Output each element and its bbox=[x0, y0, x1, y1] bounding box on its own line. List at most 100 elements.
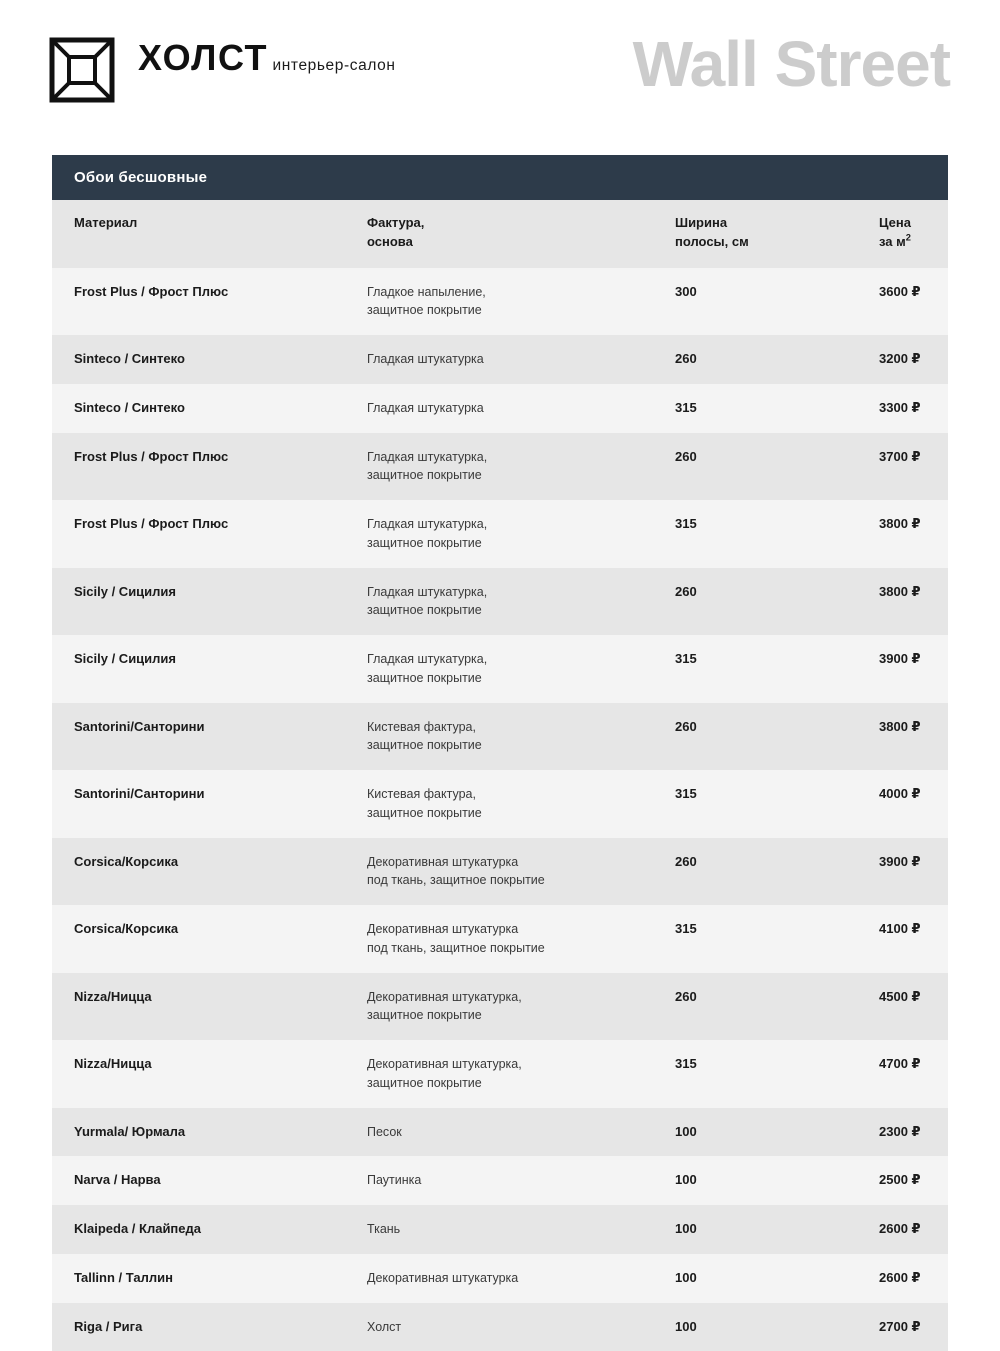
cell-texture-line1: Гладкое напыление, bbox=[367, 284, 486, 299]
cell-width: 100 bbox=[675, 1318, 697, 1334]
table-header-row: Материал Фактура, основа Ширина полосы, … bbox=[52, 200, 948, 268]
cell-width: 260 bbox=[675, 853, 697, 869]
cell-material: Frost Plus / Фрост Плюс bbox=[74, 516, 229, 532]
cell-texture: Декоративная штукатурка, защитное покрыти… bbox=[367, 988, 675, 1026]
cell-texture: Гладкая штукатурка, защитное покрытие bbox=[367, 448, 675, 486]
cell-material: Riga / Рига bbox=[74, 1318, 143, 1334]
cell-texture-line2: защитное покрытие bbox=[367, 805, 482, 820]
table-row: Nizza/Ницца Декоративная штукатурка, защит… bbox=[52, 1040, 948, 1108]
table-body: Frost Plus / Фрост Плюс Гладкое напыление… bbox=[52, 267, 948, 1351]
brand-lockup: ХОЛСТ интерьер-салон bbox=[48, 36, 396, 104]
cell-material: Klaipeda / Клайпеда bbox=[74, 1221, 201, 1237]
table-row: Frost Plus / Фрост Плюс Гладкое напыление… bbox=[52, 267, 948, 336]
column-header-texture: Фактура, основа bbox=[367, 215, 425, 249]
price-table: Обои бесшовные Материал Фактура, основа … bbox=[52, 155, 948, 1351]
cell-texture: Гладкое напыление, защитное покрытие bbox=[367, 283, 675, 321]
cell-price: 3700 ₽ bbox=[879, 448, 921, 464]
cell-texture: Песок bbox=[367, 1123, 675, 1142]
cell-texture: Кистевая фактура, защитное покрытие bbox=[367, 785, 675, 823]
cell-width: 315 bbox=[675, 651, 697, 667]
table-row: Narva / Нарва Паутинка 100 2500 ₽ bbox=[52, 1156, 948, 1206]
cell-price: 3200 ₽ bbox=[879, 351, 921, 367]
cell-width: 315 bbox=[675, 921, 697, 937]
table-row: Santorini/Санторини Кистевая фактура, защи… bbox=[52, 770, 948, 838]
table-row: Corsica/Корсика Декоративная штукатурка по… bbox=[52, 905, 948, 973]
cell-price: 4500 ₽ bbox=[879, 988, 921, 1004]
cell-width: 260 bbox=[675, 583, 697, 599]
cell-material: Sinteco / Синтеко bbox=[74, 351, 185, 367]
column-header-price-unit: за м2 bbox=[879, 232, 911, 249]
cell-price: 4000 ₽ bbox=[879, 786, 921, 802]
cell-material: Corsica/Корсика bbox=[74, 921, 179, 937]
cell-texture-line1: Кистевая фактура, bbox=[367, 719, 476, 734]
table-row: Sicily / Сицилия Гладкая штукатурка, защит… bbox=[52, 567, 948, 636]
cell-material: Sicily / Сицилия bbox=[74, 583, 177, 599]
brand-text-block: ХОЛСТ интерьер-салон bbox=[138, 36, 396, 76]
brand-name: ХОЛСТ bbox=[138, 37, 269, 78]
brand-tagline: интерьер-салон bbox=[272, 57, 396, 74]
cell-price: 2700 ₽ bbox=[879, 1318, 921, 1334]
table-row: Sinteco / Синтеко Гладкая штукатурка 260 32… bbox=[52, 335, 948, 384]
cell-texture: Декоративная штукатурка, защитное покрыти… bbox=[367, 1055, 675, 1093]
cell-price: 3600 ₽ bbox=[879, 283, 921, 299]
cell-width: 260 bbox=[675, 718, 697, 734]
cell-texture: Декоративная штукатурка под ткань, защитн… bbox=[367, 920, 675, 958]
cell-width: 100 bbox=[675, 1123, 697, 1139]
cell-texture-line2: под ткань, защитное покрытие bbox=[367, 873, 545, 888]
cell-width: 260 bbox=[675, 448, 697, 464]
cell-texture-line1: Паутинка bbox=[367, 1173, 422, 1188]
cell-texture-line2: защитное покрытие bbox=[367, 468, 482, 483]
cell-texture-line1: Гладкая штукатурка, bbox=[367, 584, 488, 599]
cell-texture: Ткань bbox=[367, 1220, 675, 1239]
cell-price: 3800 ₽ bbox=[879, 516, 921, 532]
cell-texture-line1: Гладкая штукатурка, bbox=[367, 449, 488, 464]
table-row: Tallinn / Таллин Декоративная штукатурка 1… bbox=[52, 1253, 948, 1303]
cell-texture: Кистевая фактура, защитное покрытие bbox=[367, 718, 675, 756]
table-row: Santorini/Санторини Кистевая фактура, защи… bbox=[52, 702, 948, 771]
cell-texture-line1: Кистевая фактура, bbox=[367, 787, 476, 802]
cell-texture: Декоративная штукатурка под ткань, защитн… bbox=[367, 853, 675, 891]
cell-width: 100 bbox=[675, 1172, 697, 1188]
cell-texture-line2: под ткань, защитное покрытие bbox=[367, 940, 545, 955]
cell-width: 315 bbox=[675, 516, 697, 532]
cell-price: 2300 ₽ bbox=[879, 1123, 921, 1139]
cell-price: 4100 ₽ bbox=[879, 921, 921, 937]
cell-price: 4700 ₽ bbox=[879, 1056, 921, 1072]
cell-price: 3900 ₽ bbox=[879, 651, 921, 667]
cell-texture-line1: Холст bbox=[367, 1319, 402, 1334]
cell-texture-line1: Декоративная штукатурка, bbox=[367, 989, 522, 1004]
table-row: Yurmala/ Юрмала Песок 100 2300 ₽ bbox=[52, 1107, 948, 1157]
cell-material: Tallinn / Таллин bbox=[74, 1269, 173, 1285]
table-banner-title: Обои бесшовные bbox=[74, 169, 208, 186]
cell-texture-line1: Декоративная штукатурка bbox=[367, 854, 519, 869]
canvas-frame-square-icon bbox=[48, 36, 116, 104]
cell-texture: Гладкая штукатурка bbox=[367, 399, 675, 418]
table-row: Frost Plus / Фрост Плюс Гладкая штукатурк… bbox=[52, 500, 948, 568]
cell-price: 3800 ₽ bbox=[879, 583, 921, 599]
cell-texture-line2: защитное покрытие bbox=[367, 303, 482, 318]
column-header-width: Ширина полосы, см bbox=[675, 215, 749, 249]
cell-texture-line1: Песок bbox=[367, 1124, 402, 1139]
cell-material: Sinteco / Синтеко bbox=[74, 399, 185, 415]
cell-texture-line1: Декоративная штукатурка bbox=[367, 922, 519, 937]
cell-texture-line1: Гладкая штукатурка, bbox=[367, 517, 488, 532]
table-row: Corsica/Корсика Декоративная штукатурка по… bbox=[52, 837, 948, 906]
cell-material: Narva / Нарва bbox=[74, 1172, 161, 1188]
cell-texture-line1: Гладкая штукатурка, bbox=[367, 652, 488, 667]
cell-width: 315 bbox=[675, 1056, 697, 1072]
cell-price: 2500 ₽ bbox=[879, 1172, 921, 1188]
cell-texture-line2: защитное покрытие bbox=[367, 1008, 482, 1023]
cell-texture: Гладкая штукатурка bbox=[367, 350, 675, 369]
cell-price: 3800 ₽ bbox=[879, 718, 921, 734]
cell-width: 100 bbox=[675, 1221, 697, 1237]
cell-texture: Гладкая штукатурка, защитное покрытие bbox=[367, 515, 675, 553]
cell-price: 2600 ₽ bbox=[879, 1221, 921, 1237]
table-row: Nizza/Ницца Декоративная штукатурка, защит… bbox=[52, 972, 948, 1041]
cell-price: 3300 ₽ bbox=[879, 399, 921, 415]
cell-texture-line2: защитное покрытие bbox=[367, 738, 482, 753]
table-row: Frost Plus / Фрост Плюс Гладкая штукатурк… bbox=[52, 432, 948, 501]
cell-material: Nizza/Ницца bbox=[74, 1056, 152, 1072]
cell-material: Corsica/Корсика bbox=[74, 853, 179, 869]
table-row: Sinteco / Синтеко Гладкая штукатурка 315 33… bbox=[52, 383, 948, 433]
table-banner: Обои бесшовные bbox=[52, 155, 948, 200]
